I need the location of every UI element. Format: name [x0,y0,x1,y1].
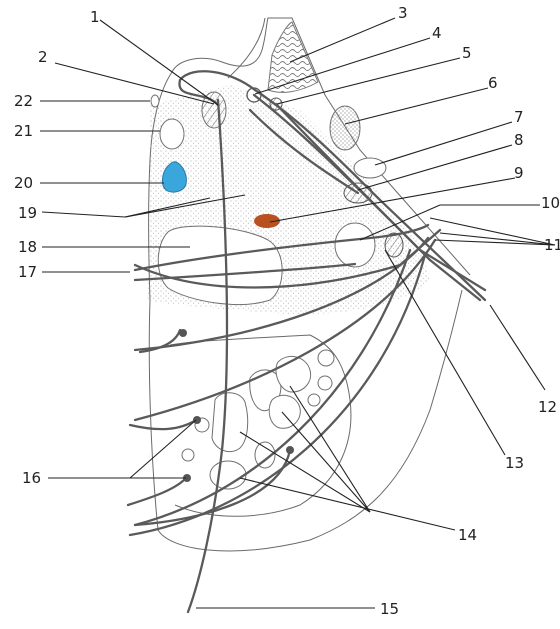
structure-22-small [150,94,160,108]
nerve-dot-3 [183,474,191,482]
structure-6-oval [329,105,361,151]
upper-inner-outline [227,17,266,79]
label-3: 3 [398,4,408,22]
label-20: 20 [14,174,33,192]
label-2: 2 [38,48,48,66]
nerve-fibres [126,70,487,614]
lower-inner-outline [169,334,352,517]
label-6: 6 [488,74,498,92]
label-1: 1 [90,8,100,26]
wavy-hatched-structure [267,21,319,93]
label-4: 4 [432,24,442,42]
label-15: 15 [380,600,399,618]
lower-cavity-a [211,392,249,453]
lower-cavity-f [254,441,276,469]
lower-cavity-c [275,355,312,393]
lower-cavity-d [268,394,301,429]
structure-9-oval [334,222,376,268]
nerve-dot-4 [286,446,294,454]
label-11: 11 [544,236,560,254]
label-7: 7 [514,108,524,126]
structure-18-region [157,225,283,305]
label-13: 13 [505,454,524,472]
leader-lines [40,17,556,609]
lower-cavity-g [317,349,335,367]
structure-7-oval [353,157,387,179]
upper-outline [171,17,471,276]
label-16: 16 [22,469,41,487]
lower-cavity-k [181,448,195,462]
orange-structure [254,214,280,228]
blue-structure [161,161,187,193]
label-12: 12 [538,398,557,416]
lower-region-outline [148,289,463,552]
label-14: 14 [458,526,477,544]
label-18: 18 [18,238,37,256]
nerve-dot-1 [179,329,187,337]
label-17: 17 [18,263,37,281]
nerve-dot-2 [193,416,201,424]
label-9: 9 [514,164,524,182]
lower-cavity-h [317,375,333,391]
label-22: 22 [14,92,33,110]
label-5: 5 [462,44,472,62]
label-21: 21 [14,122,33,140]
structure-21-oval [159,118,185,150]
structure-13-hatched [384,232,404,258]
label-10: 10 [541,194,560,212]
label-19: 19 [18,204,37,222]
lower-cavity-i [307,393,321,407]
label-8: 8 [514,131,524,149]
